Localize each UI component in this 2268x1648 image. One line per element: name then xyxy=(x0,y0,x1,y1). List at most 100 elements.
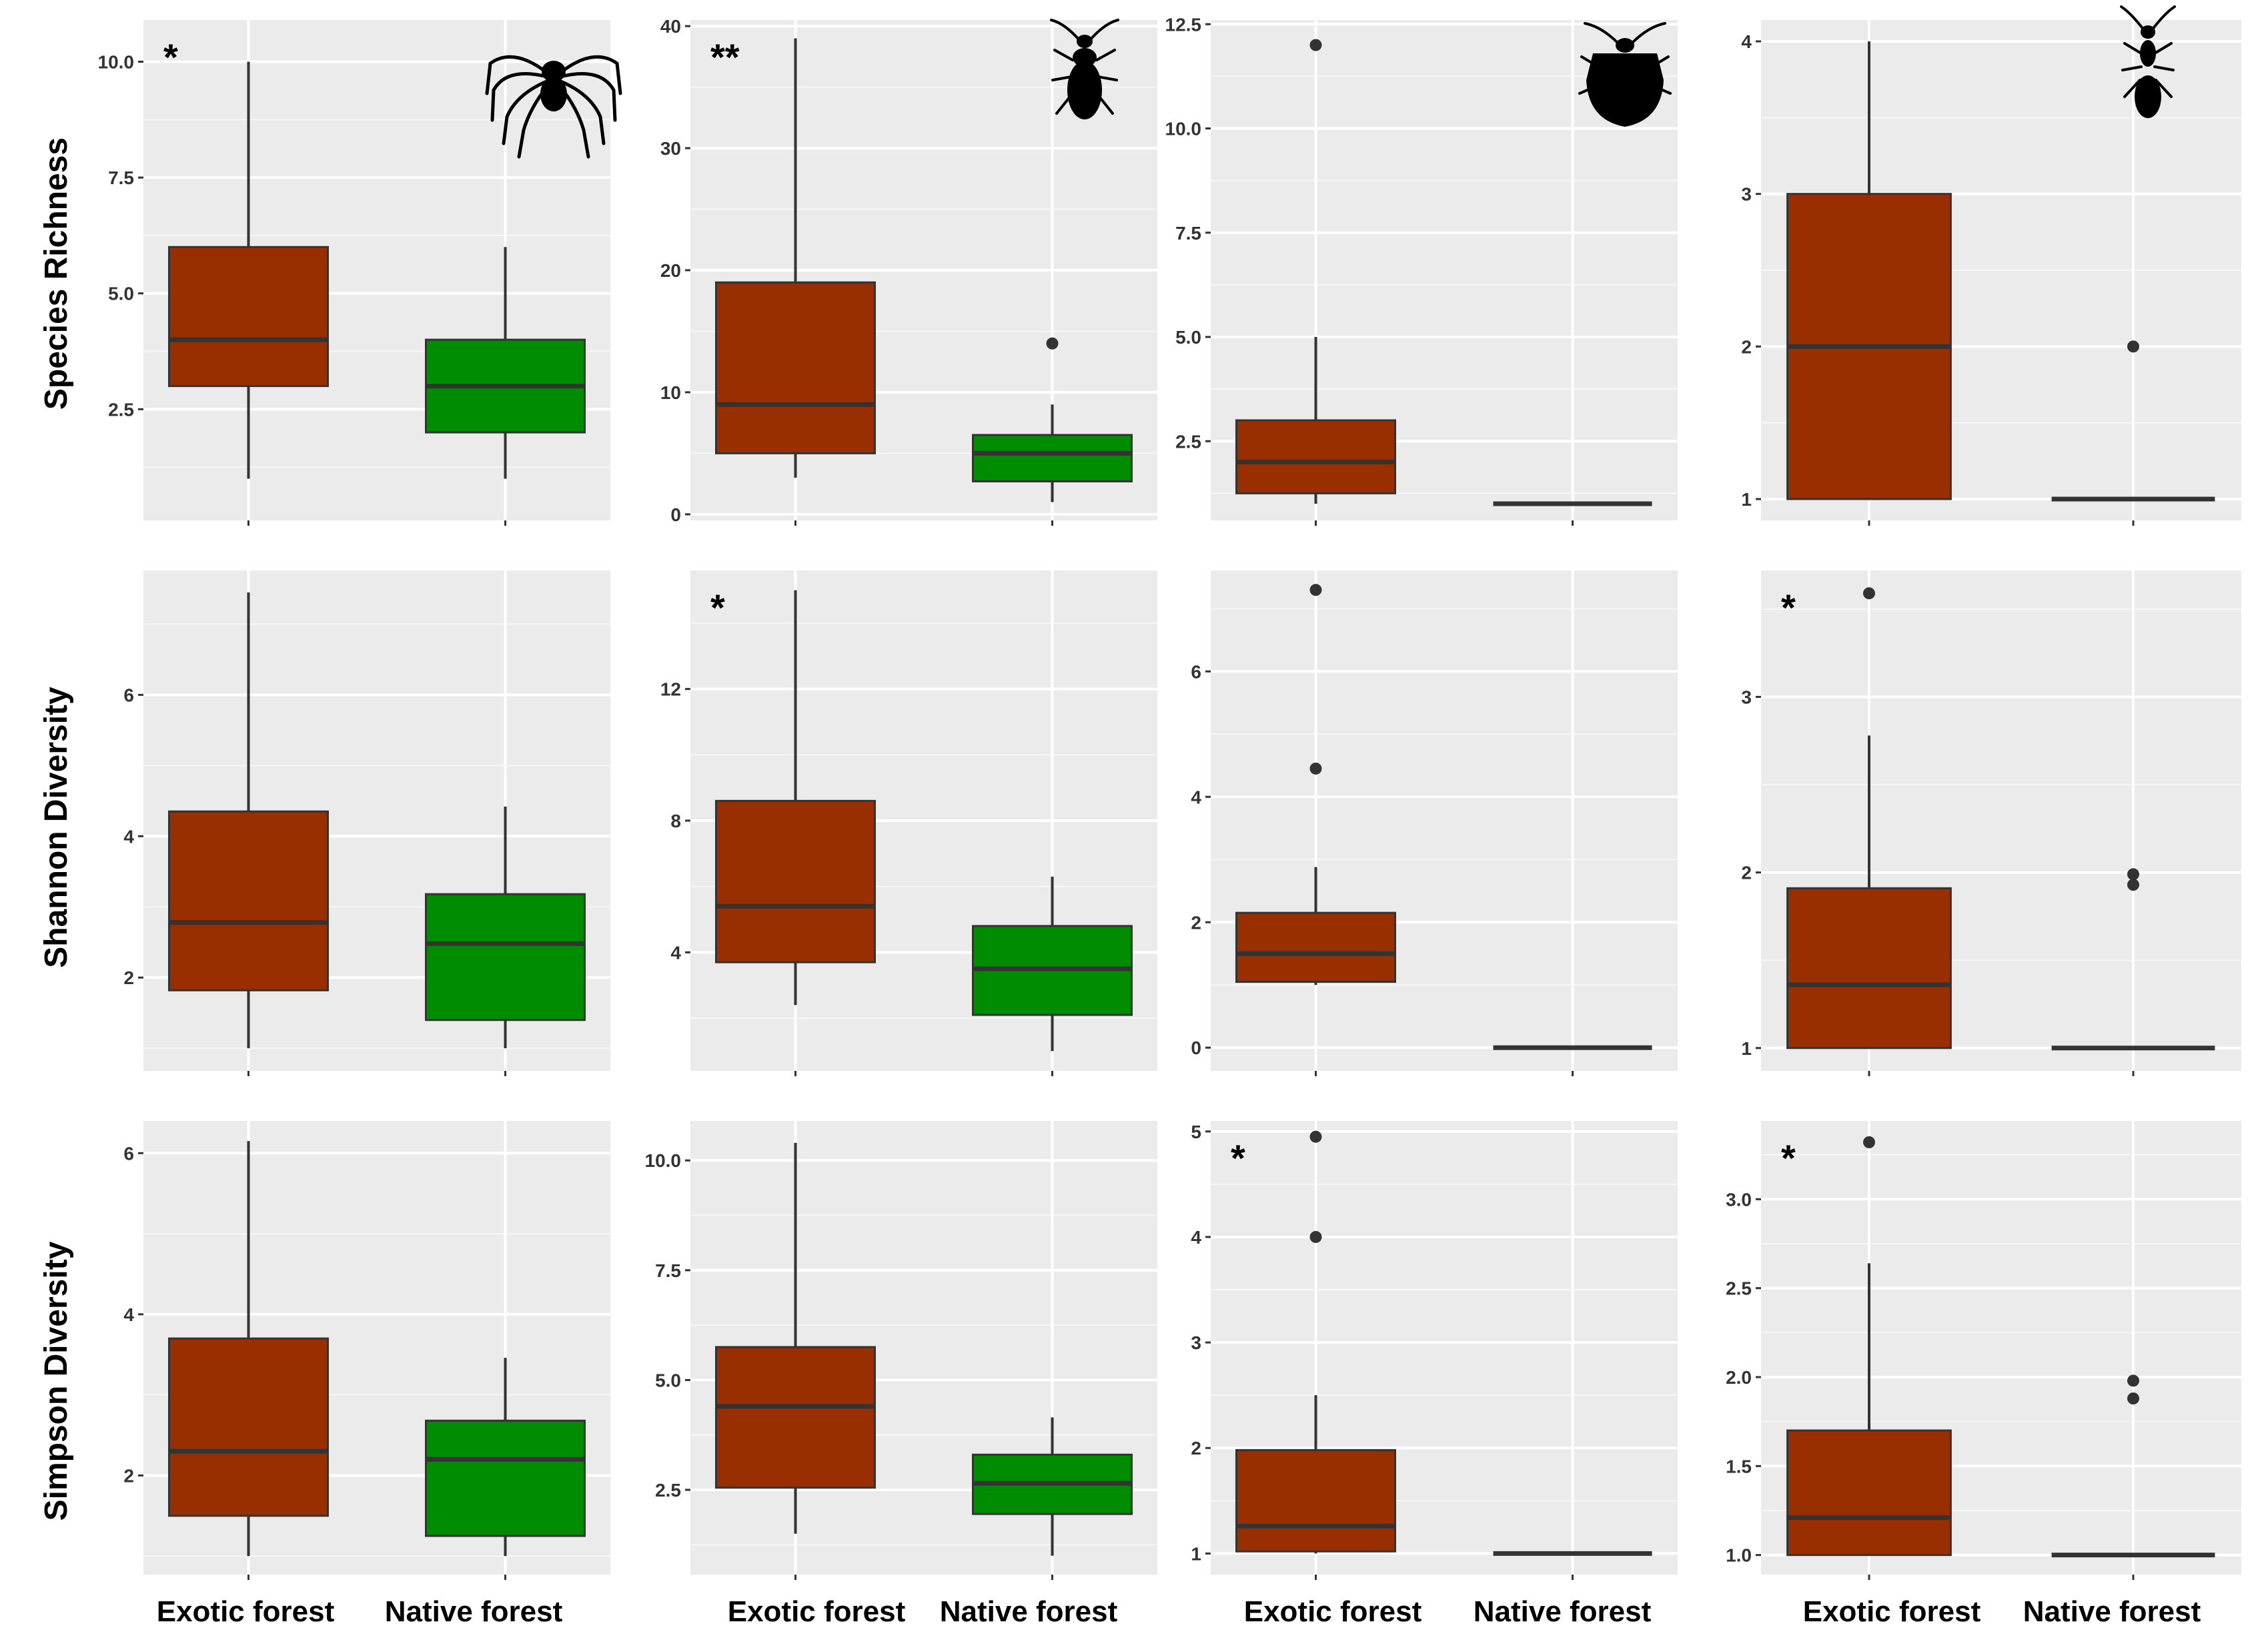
y-tick-label: 12.5 xyxy=(1165,14,1202,35)
panel-r2-c3: 0 2 4 6 xyxy=(1191,570,1678,1076)
box-body xyxy=(715,799,876,963)
y-tick-label: 2 xyxy=(1191,1438,1201,1459)
y-tick-label: 2.5 xyxy=(655,1480,681,1501)
y-tick-label: 2 xyxy=(123,1465,134,1486)
box-exotic xyxy=(168,1141,329,1557)
box-native xyxy=(972,876,1133,1052)
box-native xyxy=(425,1358,586,1557)
box-body xyxy=(168,1337,329,1517)
box-native xyxy=(972,1417,1133,1556)
outlier-point xyxy=(1863,1136,1875,1148)
outlier-point xyxy=(2127,340,2139,353)
panel-r1-c1: 2.5 5.0 7.5 10.0 * xyxy=(98,20,610,526)
spider-icon xyxy=(485,55,622,159)
y-tick-label: 2 xyxy=(1191,912,1201,933)
outlier-point xyxy=(2127,868,2139,881)
panel-r1-c2: 0 10 20 30 40 ** xyxy=(660,16,1157,526)
box-body xyxy=(168,246,329,388)
y-tick-label: 4 xyxy=(1191,787,1201,807)
box-body xyxy=(972,434,1133,482)
box-body xyxy=(425,893,586,1021)
significance-marker: ** xyxy=(710,36,740,78)
significance-marker: * xyxy=(1781,586,1796,629)
panel-r2-c4: 1 2 3 * xyxy=(1741,570,2241,1076)
y-tick-label: 20 xyxy=(660,260,681,281)
y-tick-label: 5.0 xyxy=(655,1370,681,1390)
box-exotic xyxy=(715,1142,876,1534)
y-tick-label: 6 xyxy=(123,685,134,705)
y-tick-label: 2 xyxy=(1741,336,1752,357)
y-tick-label: 5.0 xyxy=(1175,327,1201,348)
outlier-point xyxy=(1309,762,1322,775)
box-exotic xyxy=(715,38,876,478)
box-exotic xyxy=(715,590,876,1005)
category-label-native-col4: Native forest xyxy=(2023,1595,2201,1628)
y-tick-label: 1 xyxy=(1741,1038,1752,1059)
y-tick-label: 5 xyxy=(1191,1122,1201,1142)
box-body xyxy=(715,281,876,454)
significance-marker: * xyxy=(163,36,178,78)
y-tick-label: 30 xyxy=(660,138,681,159)
y-tick-label: 40 xyxy=(660,16,681,37)
box-native xyxy=(425,247,586,479)
outlier-point xyxy=(1046,337,1059,350)
y-tick-label: 10 xyxy=(660,382,681,403)
y-tick-label: 10.0 xyxy=(98,52,135,73)
y-tick-label: 4 xyxy=(1191,1227,1201,1248)
outlier-point xyxy=(2127,1392,2139,1404)
box-exotic xyxy=(1786,41,1952,500)
box-exotic xyxy=(1235,39,1396,504)
box-exotic xyxy=(1786,1136,1952,1557)
box-body xyxy=(1235,419,1396,494)
ant-icon xyxy=(2120,5,2176,118)
category-label-native-col3: Native forest xyxy=(1474,1595,1652,1628)
outlier-point xyxy=(1863,587,1875,600)
row-label-shannon: Shannon Diversity xyxy=(39,687,74,968)
y-tick-label: 0 xyxy=(670,504,681,525)
box-body xyxy=(1786,1429,1952,1557)
box-body xyxy=(425,1419,586,1537)
stink-bug-icon xyxy=(1578,22,1672,127)
category-label-native-col2: Native forest xyxy=(940,1595,1118,1628)
outlier-point xyxy=(2127,879,2139,891)
y-tick-label: 10.0 xyxy=(645,1150,682,1171)
y-tick-label: 5.0 xyxy=(108,284,134,304)
panel-r3-c4: 1.0 1.5 2.0 2.5 3.0 * xyxy=(1726,1121,2241,1580)
outlier-point xyxy=(1309,584,1322,596)
box-native xyxy=(2051,1374,2215,1558)
y-tick-label: 3 xyxy=(1741,184,1752,205)
row-label-simpson: Simpson Diversity xyxy=(39,1241,74,1521)
y-tick-label: 7.5 xyxy=(1175,223,1201,244)
y-tick-label: 3 xyxy=(1741,687,1752,707)
category-label-exotic-col2: Exotic forest xyxy=(728,1595,906,1628)
y-tick-label: 4 xyxy=(1741,31,1752,52)
y-tick-label: 1 xyxy=(1191,1543,1201,1564)
box-body xyxy=(1235,1449,1396,1553)
box-body xyxy=(168,810,329,991)
y-tick-label: 4 xyxy=(670,942,681,963)
outlier-point xyxy=(1309,1130,1322,1143)
y-tick-label: 8 xyxy=(670,811,681,831)
outlier-point xyxy=(2127,1374,2139,1387)
outlier-point xyxy=(1309,1230,1322,1243)
box-native xyxy=(2051,340,2215,502)
box-exotic xyxy=(1235,584,1396,985)
y-tick-label: 0 xyxy=(1191,1038,1201,1058)
box-body xyxy=(715,1346,876,1489)
y-tick-label: 12 xyxy=(660,679,681,700)
y-tick-label: 1.0 xyxy=(1726,1545,1752,1566)
category-label-exotic-col1: Exotic forest xyxy=(157,1595,335,1628)
significance-marker: * xyxy=(710,586,725,629)
y-tick-label: 3 xyxy=(1191,1332,1201,1353)
panel-r2-c1: 2 4 6 xyxy=(123,570,610,1076)
y-tick-label: 4 xyxy=(123,1304,134,1325)
box-exotic xyxy=(168,592,329,1049)
outlier-point xyxy=(1309,39,1322,51)
row-label-richness: Species Richness xyxy=(39,137,74,410)
panel-r1-c4: 1 2 3 4 xyxy=(1741,20,2241,526)
box-body xyxy=(1235,911,1396,983)
box-body xyxy=(1786,887,1952,1050)
y-tick-label: 2.5 xyxy=(1175,431,1201,452)
box-native xyxy=(2051,868,2215,1051)
